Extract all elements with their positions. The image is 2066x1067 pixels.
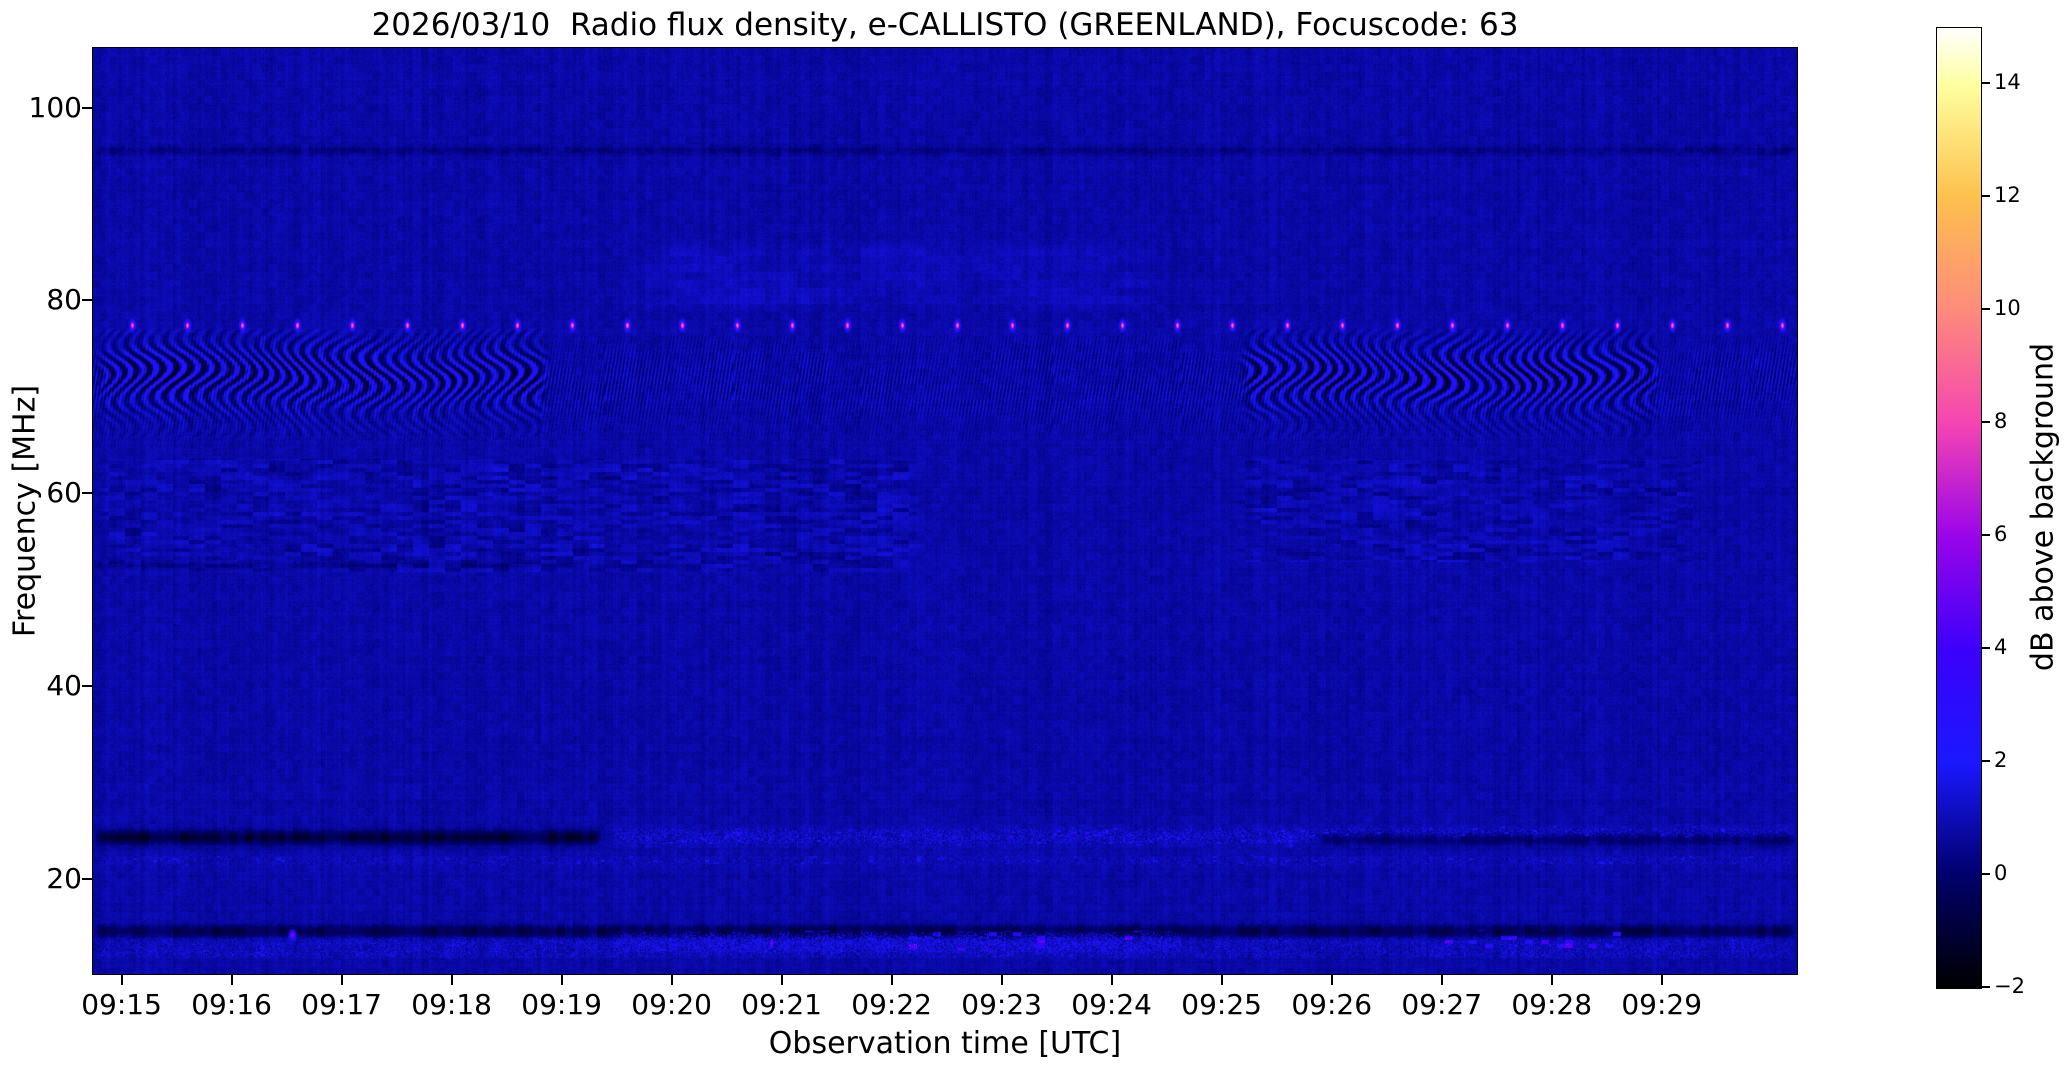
x-tick-mark xyxy=(1550,975,1553,985)
x-tick-mark xyxy=(1330,975,1333,985)
x-tick-label: 09:27 xyxy=(1401,988,1483,1021)
x-tick-label: 09:15 xyxy=(81,988,162,1021)
x-tick-label: 09:21 xyxy=(741,988,822,1021)
x-tick-mark xyxy=(120,975,123,985)
colorbar-tick-mark xyxy=(1982,534,1990,537)
x-tick-mark xyxy=(1110,975,1113,985)
y-tick-mark xyxy=(82,492,92,495)
colorbar-tick-mark xyxy=(1982,82,1990,85)
colorbar-tick-mark xyxy=(1982,647,1990,650)
x-tick-label: 09:23 xyxy=(961,988,1042,1021)
x-tick-label: 09:17 xyxy=(301,988,382,1021)
x-tick-mark xyxy=(340,975,343,985)
colorbar-tick-mark xyxy=(1982,195,1990,198)
x-tick-mark xyxy=(450,975,453,985)
colorbar-tick-label: 8 xyxy=(1994,409,2008,434)
x-tick-label: 09:18 xyxy=(411,988,492,1021)
colorbar-tick-mark xyxy=(1982,760,1990,763)
x-tick-label: 09:20 xyxy=(631,988,712,1021)
colorbar-tick-label: 14 xyxy=(1994,70,2021,95)
colorbar-tick-label: 10 xyxy=(1994,296,2021,321)
colorbar-label: dB above background xyxy=(2025,342,2061,672)
x-tick-label: 09:25 xyxy=(1181,988,1262,1021)
x-tick-label: 09:28 xyxy=(1511,988,1593,1021)
x-tick-label: 09:29 xyxy=(1621,988,1703,1021)
y-tick-label: 80 xyxy=(46,283,82,317)
x-tick-mark xyxy=(1000,975,1003,985)
plot-area xyxy=(92,47,1798,975)
x-tick-mark xyxy=(1440,975,1443,985)
colorbar-tick-label: −2 xyxy=(1994,974,2025,998)
y-tick-mark xyxy=(82,106,92,109)
colorbar-tick-label: 12 xyxy=(1994,183,2021,208)
x-tick-label: 09:26 xyxy=(1291,988,1373,1021)
x-tick-mark xyxy=(670,975,673,985)
x-tick-label: 09:16 xyxy=(191,988,272,1021)
x-tick-mark xyxy=(1660,975,1663,985)
spectrogram-heatmap xyxy=(93,48,1797,974)
y-tick-mark xyxy=(82,684,92,687)
y-tick-label: 20 xyxy=(46,861,82,895)
y-axis-label: Frequency [MHz] xyxy=(7,384,43,638)
x-tick-mark xyxy=(890,975,893,985)
x-tick-mark xyxy=(560,975,563,985)
colorbar-tick-mark xyxy=(1982,421,1990,424)
colorbar-tick-label: 4 xyxy=(1994,635,2008,660)
y-tick-mark xyxy=(82,877,92,880)
x-tick-label: 09:19 xyxy=(521,988,602,1021)
x-tick-label: 09:22 xyxy=(851,988,932,1021)
plot-title: 2026/03/10 Radio flux density, e-CALLIST… xyxy=(371,7,1519,43)
x-tick-mark xyxy=(780,975,783,985)
colorbar-tick-mark xyxy=(1982,308,1990,311)
x-axis-label: Observation time [UTC] xyxy=(768,1026,1122,1061)
x-tick-mark xyxy=(230,975,233,985)
colorbar xyxy=(1936,27,1982,989)
x-tick-label: 09:24 xyxy=(1071,988,1152,1021)
colorbar-tick-label: 2 xyxy=(1994,748,2008,773)
colorbar-tick-label: 6 xyxy=(1994,522,2008,547)
colorbar-tick-label: 0 xyxy=(1994,861,2008,886)
y-tick-label: 60 xyxy=(46,476,82,510)
y-tick-label: 100 xyxy=(28,90,82,124)
colorbar-tick-mark xyxy=(1982,873,1990,876)
y-tick-label: 40 xyxy=(46,668,82,702)
x-tick-mark xyxy=(1220,975,1223,985)
y-tick-mark xyxy=(82,299,92,302)
colorbar-tick-mark xyxy=(1982,986,1990,988)
